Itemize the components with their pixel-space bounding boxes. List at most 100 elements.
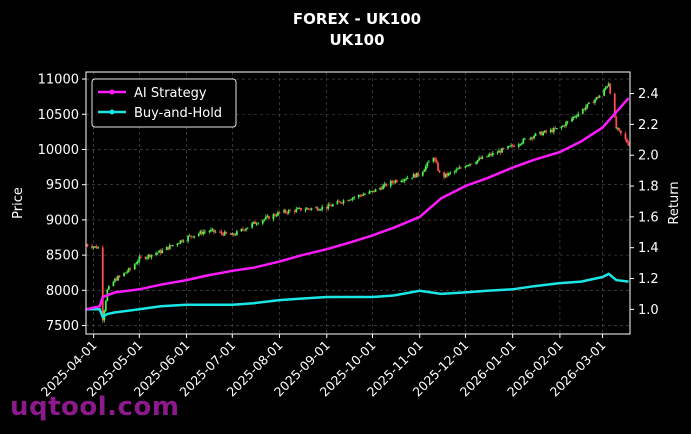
candle-body <box>138 256 141 262</box>
candle-body <box>158 250 161 253</box>
candle-body <box>510 145 513 146</box>
candle-body <box>94 246 97 248</box>
candle-body <box>165 246 168 251</box>
candle-body <box>357 194 360 198</box>
candle-body <box>447 173 450 176</box>
candle-body <box>293 210 296 212</box>
candle-body <box>517 144 520 147</box>
y-tick-label-right: 2.4 <box>638 87 659 102</box>
candle-body <box>159 250 162 254</box>
candle-body <box>91 246 93 248</box>
candle-body <box>245 228 247 231</box>
candle-body <box>530 137 532 140</box>
candle-body <box>374 189 377 192</box>
plot-frame <box>85 71 631 335</box>
candle-body <box>577 113 580 117</box>
candle-body <box>124 272 127 274</box>
candle-body <box>254 221 257 224</box>
candle-body <box>476 160 479 163</box>
candle-body <box>540 131 543 136</box>
y-tick-label-right: 1.4 <box>638 241 659 256</box>
candle-body <box>266 215 269 217</box>
y-tick-label-right: 1.0 <box>638 303 659 318</box>
candle-body <box>380 187 383 190</box>
legend-label-ai-strategy: AI Strategy <box>134 86 207 101</box>
candle-body <box>136 261 139 264</box>
x-axis: 2025-04-012025-05-012025-06-012025-07-01… <box>38 334 609 399</box>
candle-body <box>171 245 174 246</box>
legend-box <box>91 78 237 128</box>
candle-body <box>603 89 605 96</box>
candle-body <box>336 201 339 205</box>
candle-body <box>133 264 136 270</box>
candle-body <box>528 138 531 140</box>
candle-body <box>560 126 563 129</box>
candle-body <box>341 202 343 204</box>
candle-body <box>191 236 194 238</box>
candle-body <box>458 167 461 169</box>
candle-body <box>321 206 324 210</box>
candle-body <box>178 243 180 244</box>
candle-body <box>394 180 397 183</box>
candle-body <box>426 162 429 167</box>
candle-body <box>584 107 587 110</box>
watermark: uqtool.com <box>10 392 180 422</box>
candle-body <box>156 252 159 254</box>
candle-body <box>325 206 328 209</box>
candle-body <box>597 97 599 98</box>
candle-body <box>240 228 243 232</box>
candle-body <box>400 180 403 183</box>
candle-body <box>552 128 555 133</box>
candle-body <box>551 129 554 133</box>
candle-body <box>469 163 471 166</box>
candle-body <box>604 87 607 90</box>
candle-body <box>263 219 266 221</box>
candle-body <box>609 83 612 94</box>
candle-body <box>453 171 456 173</box>
candle-body <box>339 201 342 203</box>
candle-body <box>348 199 351 201</box>
candle-body <box>607 83 610 87</box>
candle-body <box>446 173 449 176</box>
legend-marker-buy-and-hold <box>109 109 115 115</box>
y-tick-label-right: 1.8 <box>638 180 659 195</box>
chart-subtitle: UK100 <box>329 31 384 49</box>
candle-body <box>606 86 609 88</box>
y-tick-label-right: 2.2 <box>638 118 659 133</box>
candle-body <box>115 278 118 281</box>
candle-body <box>624 133 627 140</box>
candle-body <box>127 268 130 272</box>
y-tick-label-left: 9000 <box>46 213 79 228</box>
candle-body <box>511 145 514 147</box>
candle-body <box>117 276 119 281</box>
candle-body <box>475 162 477 164</box>
candle-body <box>330 205 333 207</box>
candle-body <box>295 209 298 212</box>
candle-body <box>363 193 366 195</box>
candle-body <box>373 190 375 192</box>
candle-body <box>523 138 526 140</box>
candle-body <box>403 179 406 181</box>
candle-body <box>488 154 491 156</box>
candle-body <box>199 231 202 234</box>
y-axis-right-label: Return <box>667 181 682 224</box>
candle-body <box>347 200 349 202</box>
candle-body <box>616 128 619 130</box>
candle-body <box>286 212 289 214</box>
candle-body <box>554 128 557 129</box>
candle-body <box>513 146 516 147</box>
candle-body <box>595 97 598 100</box>
candle-body <box>118 276 121 277</box>
candle-body <box>190 235 193 237</box>
chart-title: FOREX - UK100 <box>293 10 421 28</box>
candle-body <box>449 172 452 174</box>
candle-body <box>587 102 590 104</box>
candle-body <box>229 233 232 235</box>
candle-body <box>531 137 534 139</box>
candle-body <box>575 116 578 118</box>
candle-body <box>232 233 235 236</box>
y-axis-left: 7500 8000 8500 9000 9500 10000 10500 11000 <box>38 73 86 334</box>
candle-body <box>542 132 545 136</box>
candle-body <box>455 169 458 172</box>
candle-body <box>200 231 203 235</box>
